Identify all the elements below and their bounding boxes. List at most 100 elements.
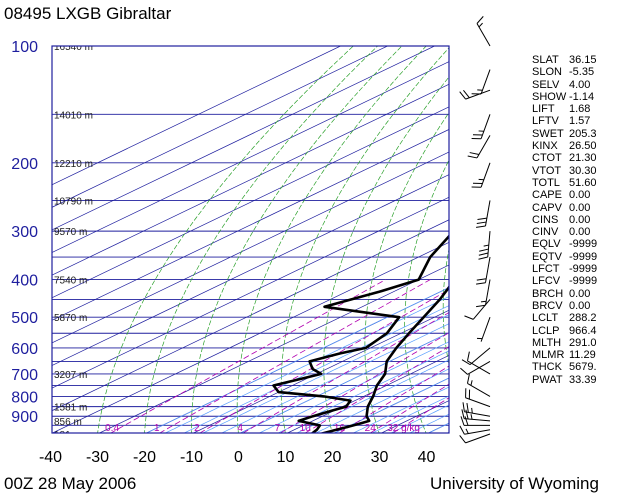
mixing-ratio-line	[158, 279, 431, 433]
index-row: THCK 5679.	[532, 361, 620, 373]
dry-adiabat	[144, 46, 378, 433]
mixing-ratio-label: 10	[300, 423, 312, 434]
index-row: KINX 26.50	[532, 140, 620, 152]
dry-adiabat	[236, 46, 427, 433]
moist-adiabat	[296, 359, 449, 433]
index-row: EQTV -9999	[532, 251, 620, 263]
wind-barb	[465, 388, 491, 408]
index-name: SLAT	[532, 54, 559, 66]
moist-adiabat	[390, 404, 449, 433]
dry-adiabat	[442, 247, 449, 366]
wind-barb	[461, 347, 491, 366]
height-label: 1581 m	[54, 403, 87, 414]
isotherm-line	[52, 196, 449, 389]
temperature-profile	[319, 285, 449, 433]
index-value: -9999	[569, 263, 598, 276]
height-label: 16540 m	[54, 42, 93, 53]
index-value: -5.35	[569, 66, 595, 79]
moist-adiabat	[258, 341, 449, 433]
index-value: 0.00	[569, 287, 591, 300]
index-row: SWET 205.3	[532, 128, 620, 140]
source-label: University of Wyoming	[430, 474, 599, 493]
index-row: SLON -5.35	[532, 66, 620, 78]
wind-barb	[459, 425, 491, 435]
index-name: CAPV	[532, 201, 562, 214]
index-name: KINX	[532, 140, 558, 153]
moist-adiabat	[221, 323, 449, 433]
index-name: VTOT	[532, 164, 562, 177]
index-row: VTOT 30.30	[532, 165, 620, 177]
index-value: 1.57	[569, 115, 591, 128]
temperature-tick-label: 20	[324, 449, 342, 466]
index-name: LCLP	[532, 324, 560, 337]
temperature-tick-label: 0	[234, 449, 243, 466]
chart-title: 08495 LXGB Gibraltar	[4, 4, 172, 23]
wind-barb	[467, 135, 491, 159]
height-label: 9570 m	[54, 227, 87, 238]
index-row: CINV 0.00	[532, 226, 620, 238]
isotherm-line	[287, 355, 449, 433]
index-name: LIFT	[532, 103, 555, 116]
temperature-tick-label: -30	[86, 449, 109, 466]
pressure-label: 600	[11, 341, 38, 358]
wind-barb	[462, 402, 491, 417]
isotherm-line	[52, 219, 449, 412]
temperature-tick-label: -40	[39, 449, 62, 466]
plot-frame	[51, 45, 450, 434]
index-value: 21.30	[569, 152, 597, 165]
index-row: LFCV -9999	[532, 275, 620, 287]
height-label: 181 m	[54, 430, 82, 441]
height-label: 3207 m	[54, 370, 87, 381]
height-label: 856 m	[54, 417, 82, 428]
index-row: BRCV 0.00	[532, 300, 620, 312]
isotherm-line	[52, 129, 449, 321]
index-name: MLTH	[532, 336, 562, 349]
isotherm-line	[99, 264, 449, 433]
moist-adiabat	[164, 296, 449, 433]
height-label: 7540 m	[54, 276, 87, 287]
wind-barb	[471, 114, 491, 140]
index-name: EQTV	[532, 250, 562, 263]
index-value: 36.15	[569, 54, 597, 66]
mixing-ratio-label: 2	[194, 423, 200, 434]
index-value: 205.3	[569, 127, 597, 140]
index-value: 4.00	[569, 78, 591, 91]
pressure-label: 900	[11, 409, 38, 426]
mixing-ratio-line	[279, 332, 449, 433]
mixing-ratio-line	[338, 365, 449, 433]
index-value: -1.14	[569, 90, 595, 103]
index-row: SHOW -1.14	[532, 91, 620, 103]
isotherm-line	[52, 106, 449, 299]
index-row: LCLP 966.4	[532, 325, 620, 337]
pressure-label: 100	[11, 39, 38, 56]
index-name: LFCT	[532, 263, 560, 276]
index-name: LFCV	[532, 275, 561, 288]
pressure-label: 400	[11, 273, 38, 290]
index-row: SLAT 36.15	[532, 54, 620, 66]
temperature-tick-label: 40	[418, 449, 436, 466]
isotherm-line	[52, 242, 449, 433]
wind-barb	[476, 257, 491, 285]
temperature-tick-label: 30	[371, 449, 389, 466]
mixing-ratio-line	[110, 279, 386, 433]
moist-adiabat	[409, 413, 449, 433]
wind-barb	[460, 360, 491, 375]
mixing-ratio-label: 32 g/kg	[387, 423, 420, 434]
index-name: THCK	[532, 361, 562, 374]
moist-adiabat	[202, 314, 449, 433]
wind-barb	[476, 317, 491, 342]
index-row: LFTV 1.57	[532, 115, 620, 127]
index-name: LFTV	[532, 115, 559, 128]
index-name: SELV	[532, 78, 560, 91]
isotherm-line	[52, 46, 341, 186]
pressure-label: 800	[11, 389, 38, 406]
index-name: SWET	[532, 127, 564, 140]
pressure-label: 300	[11, 224, 38, 241]
date-label: 00Z 28 May 2006	[4, 474, 137, 493]
index-row: LFCT -9999	[532, 263, 620, 275]
wind-barb	[471, 162, 491, 188]
dry-adiabat	[191, 46, 403, 433]
isotherm-line	[193, 309, 449, 433]
index-row: TOTL 51.60	[532, 177, 620, 189]
